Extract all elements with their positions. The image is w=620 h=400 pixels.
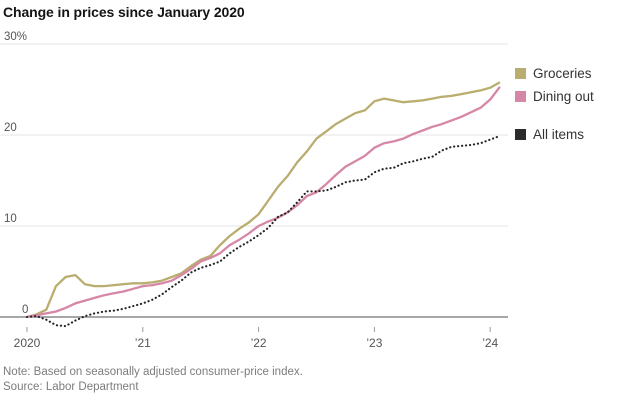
x-axis-tick-label: ’23 bbox=[366, 336, 382, 350]
x-axis-tick-label: ’22 bbox=[251, 336, 267, 350]
legend-item-groceries: Groceries bbox=[515, 66, 592, 81]
legend-label-groceries: Groceries bbox=[533, 66, 592, 81]
legend-item-dining-out: Dining out bbox=[515, 89, 594, 104]
series-line-dining-out bbox=[26, 86, 501, 319]
x-axis-tick-label: ’21 bbox=[135, 336, 151, 350]
legend-label-dining-out: Dining out bbox=[533, 89, 594, 104]
chart-title: Change in prices since January 2020 bbox=[3, 4, 245, 20]
groceries-swatch-icon bbox=[515, 68, 526, 79]
x-axis-tick-label: 2020 bbox=[14, 336, 41, 350]
chart-note: Note: Based on seasonally adjusted consu… bbox=[3, 366, 303, 378]
series-line-all-items bbox=[25, 134, 501, 328]
legend-label-all-items: All items bbox=[533, 127, 585, 142]
legend-item-all-items: All items bbox=[515, 127, 584, 142]
chart-source: Source: Labor Department bbox=[3, 381, 139, 393]
y-axis-tick-label: 10 bbox=[4, 213, 17, 225]
x-axis-tick-label: ’24 bbox=[482, 336, 498, 350]
dining-out-swatch-icon bbox=[515, 91, 526, 102]
y-axis-tick-label: 20 bbox=[4, 122, 17, 134]
y-axis-tick-label: 30% bbox=[4, 31, 27, 43]
y-axis-tick-label: 0 bbox=[22, 304, 28, 316]
all-items-swatch-icon bbox=[515, 129, 526, 140]
series-line-groceries bbox=[26, 81, 501, 319]
